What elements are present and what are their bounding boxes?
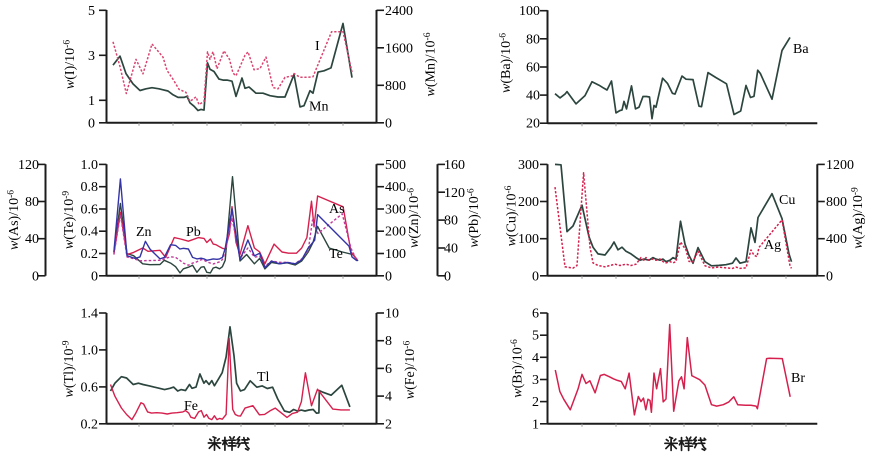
svg-text:4: 4 bbox=[385, 390, 392, 405]
svg-text:Fe: Fe bbox=[184, 399, 198, 414]
svg-text:Zn: Zn bbox=[136, 225, 152, 240]
svg-text:400: 400 bbox=[385, 180, 406, 195]
svg-text:w(Zn)/10-6: w(Zn)/10-6 bbox=[407, 188, 423, 248]
svg-text:120: 120 bbox=[444, 186, 465, 201]
svg-text:8: 8 bbox=[385, 334, 392, 349]
svg-text:60: 60 bbox=[526, 61, 540, 76]
svg-text:w(Pb)/10-6: w(Pb)/10-6 bbox=[467, 188, 483, 248]
svg-text:160: 160 bbox=[444, 158, 465, 173]
svg-text:800: 800 bbox=[385, 79, 406, 94]
svg-text:4: 4 bbox=[532, 351, 539, 366]
svg-text:500: 500 bbox=[385, 158, 406, 173]
svg-text:0.2: 0.2 bbox=[81, 247, 99, 262]
svg-text:0.6: 0.6 bbox=[81, 203, 99, 218]
svg-text:120: 120 bbox=[18, 158, 39, 173]
svg-text:2: 2 bbox=[532, 395, 539, 410]
svg-text:400: 400 bbox=[826, 232, 847, 247]
svg-text:Te: Te bbox=[329, 247, 343, 262]
svg-text:1.0: 1.0 bbox=[81, 343, 99, 358]
svg-text:80: 80 bbox=[444, 214, 458, 229]
svg-text:20: 20 bbox=[526, 117, 540, 132]
svg-text:100: 100 bbox=[518, 232, 539, 247]
svg-text:1.4: 1.4 bbox=[81, 307, 99, 322]
svg-text:Mn: Mn bbox=[309, 100, 328, 115]
svg-text:Br: Br bbox=[791, 371, 805, 386]
svg-text:w(Mn)/10-6: w(Mn)/10-6 bbox=[423, 32, 439, 96]
svg-text:Ag: Ag bbox=[764, 238, 781, 253]
svg-text:0: 0 bbox=[826, 269, 833, 284]
svg-text:40: 40 bbox=[526, 89, 540, 104]
svg-text:1600: 1600 bbox=[385, 41, 413, 56]
svg-text:1200: 1200 bbox=[826, 158, 854, 173]
svg-text:0: 0 bbox=[532, 269, 539, 284]
svg-text:6: 6 bbox=[385, 362, 392, 377]
svg-text:2400: 2400 bbox=[385, 4, 413, 19]
svg-text:3: 3 bbox=[88, 49, 95, 64]
svg-text:5: 5 bbox=[88, 4, 95, 19]
svg-text:40: 40 bbox=[444, 242, 458, 257]
svg-text:0.6: 0.6 bbox=[81, 380, 99, 395]
svg-text:I: I bbox=[315, 39, 320, 54]
svg-text:w(I)/10-6: w(I)/10-6 bbox=[63, 40, 79, 89]
svg-text:0: 0 bbox=[88, 116, 95, 131]
svg-text:5: 5 bbox=[532, 329, 539, 344]
svg-text:Tl: Tl bbox=[257, 370, 270, 385]
svg-text:0.4: 0.4 bbox=[81, 225, 99, 240]
svg-text:2: 2 bbox=[385, 417, 392, 432]
svg-text:0.2: 0.2 bbox=[81, 417, 99, 432]
svg-text:200: 200 bbox=[385, 225, 406, 240]
svg-text:300: 300 bbox=[518, 158, 539, 173]
svg-text:w(Tl)/10-9: w(Tl)/10-9 bbox=[62, 340, 78, 397]
svg-text:As: As bbox=[329, 202, 345, 217]
svg-text:Ba: Ba bbox=[793, 42, 809, 57]
svg-text:1.0: 1.0 bbox=[81, 158, 99, 173]
svg-text:0: 0 bbox=[385, 269, 392, 284]
svg-text:1: 1 bbox=[88, 94, 95, 109]
svg-text:w(Ag)/10-9: w(Ag)/10-9 bbox=[851, 187, 867, 249]
svg-text:w(Te)/10-9: w(Te)/10-9 bbox=[62, 191, 78, 250]
svg-text:w(As)/10-6: w(As)/10-6 bbox=[7, 190, 23, 250]
svg-text:0.8: 0.8 bbox=[81, 180, 99, 195]
svg-text:10: 10 bbox=[385, 307, 399, 322]
svg-text:6: 6 bbox=[532, 307, 539, 322]
svg-text:300: 300 bbox=[385, 203, 406, 218]
svg-text:40: 40 bbox=[25, 232, 39, 247]
svg-text:200: 200 bbox=[518, 195, 539, 210]
svg-text:w(Ba)/10-6: w(Ba)/10-6 bbox=[499, 33, 515, 93]
svg-text:1: 1 bbox=[532, 417, 539, 432]
svg-text:100: 100 bbox=[385, 247, 406, 262]
svg-text:100: 100 bbox=[519, 4, 540, 19]
svg-text:w(Cu)/10-6: w(Cu)/10-6 bbox=[504, 185, 520, 246]
svg-text:3: 3 bbox=[532, 373, 539, 388]
svg-text:Pb: Pb bbox=[186, 225, 201, 240]
svg-text:w(Fe)/10-6: w(Fe)/10-6 bbox=[403, 341, 419, 400]
svg-text:0: 0 bbox=[444, 269, 451, 284]
svg-text:0: 0 bbox=[385, 116, 392, 131]
svg-text:0: 0 bbox=[32, 269, 39, 284]
svg-text:800: 800 bbox=[826, 195, 847, 210]
svg-text:80: 80 bbox=[25, 195, 39, 210]
svg-text:80: 80 bbox=[526, 32, 540, 47]
svg-text:0: 0 bbox=[91, 269, 98, 284]
svg-text:Cu: Cu bbox=[779, 193, 795, 208]
svg-text:w(Br)/10-6: w(Br)/10-6 bbox=[510, 339, 526, 398]
